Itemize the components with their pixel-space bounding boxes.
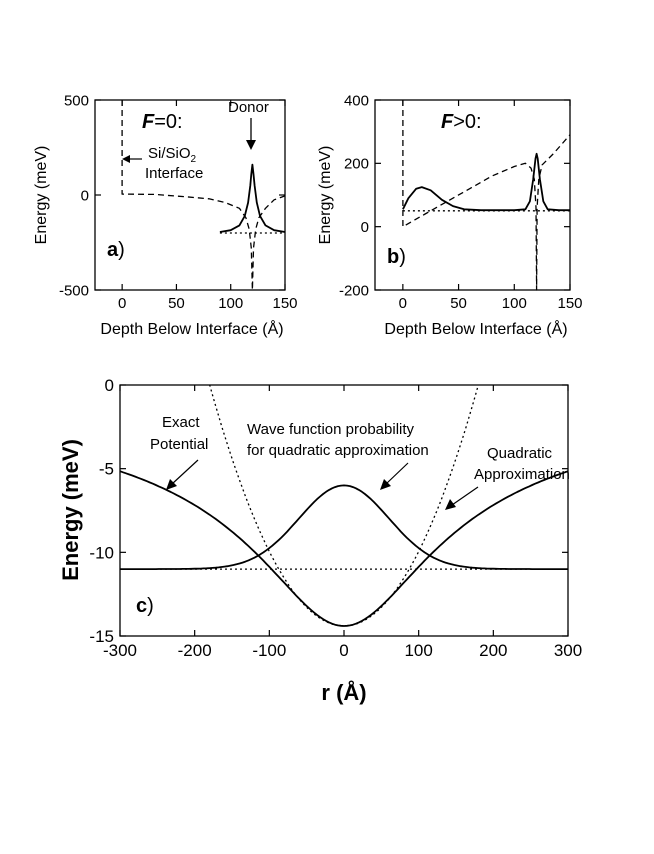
panel-a-ylabel: Energy (meV) — [33, 146, 50, 245]
panel-b-ytick-label-2: 200 — [344, 156, 369, 173]
panel-c-xtick-label-6: 300 — [554, 641, 582, 660]
interface-label-text: Si/SiO — [148, 145, 191, 162]
panel-a-letter-char: a — [107, 239, 119, 261]
panel-b-data-marks — [402, 100, 571, 291]
panel-b-ytick-label-3: 400 — [344, 92, 369, 109]
panel-b-letter-paren: ) — [399, 246, 406, 268]
panel-c-xtick-label-5: 200 — [479, 641, 507, 660]
panel-b-ylabel: Energy (meV) — [317, 146, 334, 245]
panel-b-frame — [374, 99, 571, 291]
panel-b-xtick-label-2: 100 — [502, 295, 527, 312]
donor-label: Donor — [228, 99, 269, 116]
panel-b-potential-line — [402, 100, 571, 291]
panel-b-letter-char: b — [387, 246, 399, 268]
panel-c-letter: c) — [136, 595, 154, 617]
panel-c-ticks: -300 -200 -100 0 100 200 300 -15 -10 -5 0 — [89, 376, 582, 660]
panel-a-title-condition: =0: — [154, 111, 182, 133]
panel-b-ticks: 0 50 100 150 -200 0 200 400 — [339, 92, 583, 312]
panel-c-ytick-label-1: -10 — [89, 543, 114, 562]
panel-c-xtick-label-0: -300 — [103, 641, 137, 660]
quadratic-approximation-curve — [208, 384, 480, 627]
panel-b-xtick-label-0: 0 — [399, 295, 407, 312]
wavefunction-arrowhead — [380, 479, 391, 490]
quadratic-arrowhead — [445, 499, 456, 510]
panel-b-title-condition: >0: — [453, 111, 481, 133]
panel-a-ytick-label-1: 0 — [81, 187, 89, 204]
panel-c-ytick-label-3: 0 — [105, 376, 114, 395]
panel-a-letter-paren: ) — [118, 239, 125, 261]
panel-c-xtick-label-2: -100 — [252, 641, 286, 660]
panel-a-ytick-label-2: 500 — [64, 92, 89, 109]
panel-a-ticks: 0 50 100 150 -500 0 500 — [59, 92, 298, 312]
panel-a-potential-line — [121, 100, 286, 291]
panel-c-xlabel: r (Å) — [321, 679, 366, 705]
panel-b-xtick-label-3: 150 — [557, 295, 582, 312]
panel-a-title-symbol: F — [142, 111, 155, 133]
panel-c-xtick-label-3: 0 — [339, 641, 348, 660]
exact-potential-label-line1: Exact — [162, 414, 200, 431]
panel-a-xtick-label-3: 150 — [272, 295, 297, 312]
exact-potential-arrow — [171, 459, 199, 485]
interface-label-line1: Si/SiO2 — [148, 145, 197, 165]
panel-c-xtick-label-1: -200 — [178, 641, 212, 660]
panel-b-letter: b) — [387, 246, 406, 268]
panel-a-letter: a) — [107, 239, 125, 261]
donor-arrowhead — [246, 140, 256, 150]
wavefunction-label-line1: Wave function probability — [247, 421, 415, 438]
panel-c-xtick-label-4: 100 — [404, 641, 432, 660]
panel-b-ytick-label-1: 0 — [361, 219, 369, 236]
panel-a-xlabel: Depth Below Interface (Å) — [100, 319, 283, 338]
wavefunction-probability-curve — [120, 484, 568, 570]
quadratic-label-line1: Quadratic — [487, 445, 553, 462]
wavefunction-arrow — [385, 462, 409, 485]
panel-a: 0 50 100 150 -500 0 500 F=0: Donor Si/SiO2 Int… — [33, 92, 298, 338]
panel-b-xtick-label-1: 50 — [450, 295, 467, 312]
panel-c-ylabel: Energy (meV) — [58, 439, 83, 581]
exact-potential-label-line2: Potential — [150, 436, 208, 453]
panel-b-title: F>0: — [441, 111, 482, 133]
panel-c-data-marks — [119, 384, 569, 627]
interface-label-subscript: 2 — [191, 154, 197, 165]
panel-b-xlabel: Depth Below Interface (Å) — [384, 319, 567, 338]
panel-c: -300 -200 -100 0 100 200 300 -15 -10 -5 0 Exact Po… — [58, 376, 582, 705]
panel-a-data-marks — [121, 100, 286, 291]
interface-label-line2: Interface — [145, 165, 203, 182]
exact-potential-curve — [119, 470, 569, 627]
panel-a-xtick-label-0: 0 — [118, 295, 126, 312]
panel-b-wavefunction-line — [402, 152, 570, 212]
panel-a-xtick-label-2: 100 — [218, 295, 243, 312]
interface-arrowhead — [122, 155, 130, 163]
quadratic-label-line2: Approximation — [474, 466, 570, 483]
panel-b-title-symbol: F — [441, 111, 454, 133]
panel-b: 0 50 100 150 -200 0 200 400 F>0: b) Depth Below… — [317, 92, 583, 338]
panel-c-letter-char: c — [136, 595, 147, 617]
exact-potential-arrowhead — [166, 479, 177, 490]
wavefunction-label-line2: for quadratic approximation — [247, 442, 429, 459]
panel-a-xtick-label-1: 50 — [168, 295, 185, 312]
panel-c-letter-paren: ) — [147, 595, 154, 617]
quadratic-arrow — [451, 486, 479, 506]
panel-a-wavefunction-line — [219, 163, 286, 233]
panel-c-ytick-label-2: -5 — [99, 460, 114, 479]
panel-a-ytick-label-0: -500 — [59, 282, 89, 299]
panel-b-ytick-label-0: -200 — [339, 282, 369, 299]
panel-a-title: F=0: — [142, 111, 183, 133]
panel-c-ytick-label-0: -15 — [89, 627, 114, 646]
